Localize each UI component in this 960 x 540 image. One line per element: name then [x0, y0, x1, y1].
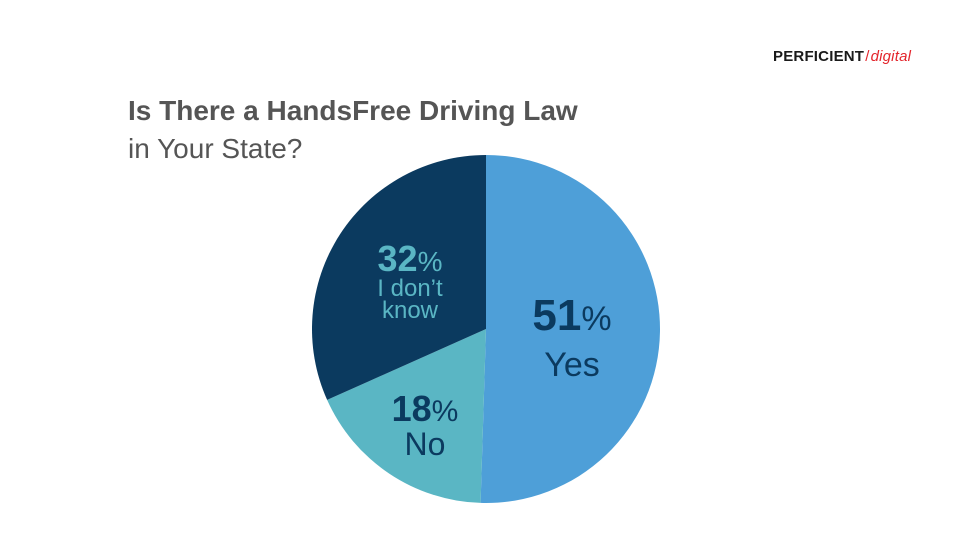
- pie-slices: [311, 155, 660, 503]
- no-percent-label: 18%: [392, 388, 459, 429]
- pie-slice-dont-know: [311, 155, 486, 400]
- logo-slash: /: [865, 48, 870, 65]
- perficient-digital-logo: PERFICIENT/digital: [773, 48, 911, 65]
- logo-suffix-text: digital: [870, 48, 912, 65]
- logo-brand-text: PERFICIENT: [773, 48, 865, 65]
- no-category-label: No: [405, 426, 446, 462]
- chart-title-line-1: Is There a HandsFree Driving Law: [128, 95, 578, 126]
- dont-know-category-label-line-2: know: [382, 297, 439, 324]
- pie-slice-no: [327, 329, 486, 503]
- chart-title-line-2: in Your State?: [128, 133, 303, 164]
- dont-know-category-label-line-1: I don’t: [377, 275, 443, 302]
- yes-category-label: Yes: [544, 346, 599, 384]
- pie-slice-yes: [480, 155, 660, 503]
- yes-percent-label: 51%: [532, 291, 611, 340]
- pie-labels: 51% Yes 18% No 32% I don’t know: [377, 238, 611, 462]
- dont-know-percent-label: 32%: [378, 238, 443, 279]
- chart-title: Is There a HandsFree Driving Law in Your…: [128, 92, 578, 168]
